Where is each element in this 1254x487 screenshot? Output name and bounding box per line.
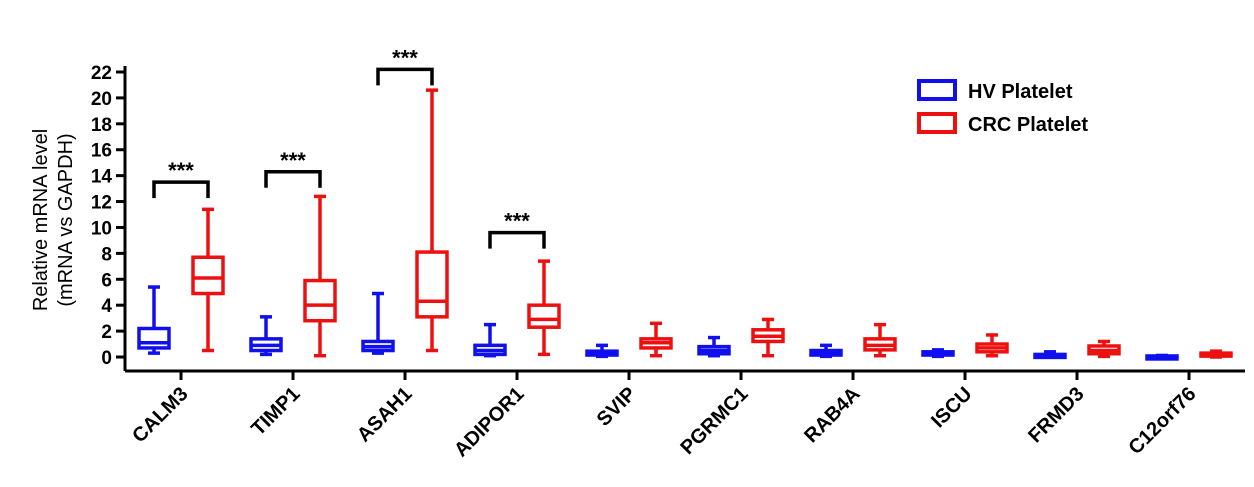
box-hv-calm3	[137, 285, 171, 355]
box-crc-rab4a	[863, 322, 897, 358]
significance-bracket	[376, 67, 434, 86]
annotation-layer: *** *** *** ***	[152, 45, 546, 249]
x-tick-label-calm3: CALM3	[128, 383, 192, 447]
significance-timp1: ***	[264, 148, 322, 188]
legend-label-hv: HV Platelet	[968, 81, 1073, 103]
box-hv-asah1	[361, 291, 395, 355]
x-tick-label-pgrmc1: PGRMC1	[676, 383, 752, 459]
significance-adipor1: ***	[488, 209, 546, 249]
x-tick-label-svip: SVIP	[593, 383, 641, 431]
significance-label: ***	[168, 158, 194, 183]
box-hv-frmd3	[1033, 350, 1067, 360]
significance-asah1: ***	[376, 45, 434, 86]
significance-label: ***	[280, 148, 306, 173]
x-tick-label-iscu: ISCU	[927, 383, 976, 432]
box-iqr	[303, 278, 337, 323]
y-tick-label: 14	[91, 167, 113, 188]
box-crc-asah1	[415, 88, 449, 353]
significance-bracket	[264, 170, 322, 188]
box-iqr	[527, 303, 561, 329]
y-tick-label: 6	[101, 270, 112, 291]
y-axis-title-line2: (mRNA vs GAPDH)	[55, 133, 77, 306]
label-layer: Relative mRNA level (mRNA vs GAPDH)	[30, 129, 77, 311]
x-tick-label-rab4a: RAB4A	[800, 383, 864, 447]
box-hv-pgrmc1	[697, 335, 731, 358]
significance-label: ***	[392, 45, 418, 70]
y-tick-label: 0	[101, 348, 112, 369]
box-layer	[137, 88, 1233, 361]
box-crc-svip	[639, 321, 673, 358]
x-tick-label-asah1: ASAH1	[353, 383, 416, 446]
y-axis-title-line1: Relative mRNA level	[30, 129, 52, 311]
box-hv-timp1	[249, 315, 283, 357]
box-crc-c12orf76	[1199, 349, 1233, 359]
box-hv-svip	[585, 343, 619, 359]
box-hv-iscu	[921, 348, 955, 359]
y-tick-label: 16	[91, 141, 112, 162]
y-tick-label: 22	[91, 63, 112, 84]
legend: HV Platelet CRC Platelet	[917, 79, 1088, 136]
box-hv-adipor1	[473, 322, 507, 358]
y-tick-label: 18	[91, 115, 112, 136]
x-tick-label-frmd3: FRMD3	[1024, 383, 1088, 447]
box-iqr	[415, 250, 449, 319]
y-tick-label: 20	[91, 89, 112, 110]
x-tick-label-c12orf76: C12orf76	[1124, 383, 1200, 459]
box-hv-c12orf76	[1145, 353, 1179, 361]
box-crc-frmd3	[1087, 339, 1121, 359]
box-crc-timp1	[303, 194, 337, 358]
y-tick-label: 4	[101, 296, 112, 317]
y-tick-label: 2	[101, 322, 112, 343]
legend-swatch-crc	[917, 112, 957, 134]
x-tick-label-timp1: TIMP1	[247, 383, 304, 440]
box-crc-iscu	[975, 333, 1009, 358]
legend-swatch-hv	[917, 79, 957, 101]
significance-calm3: ***	[152, 158, 210, 199]
x-tick-label-adipor1: ADIPOR1	[450, 383, 528, 461]
box-hv-rab4a	[809, 343, 843, 359]
y-tick-label: 12	[91, 193, 112, 214]
legend-label-crc: CRC Platelet	[968, 114, 1088, 136]
box-iqr	[137, 326, 171, 350]
significance-bracket	[152, 180, 210, 199]
box-crc-pgrmc1	[751, 317, 785, 358]
significance-label: ***	[504, 209, 530, 234]
box-crc-calm3	[191, 207, 225, 353]
box-crc-adipor1	[527, 259, 561, 357]
y-tick-label: 8	[101, 244, 112, 265]
box-iqr	[191, 255, 225, 296]
y-tick-label: 10	[91, 218, 112, 239]
significance-bracket	[488, 230, 546, 249]
